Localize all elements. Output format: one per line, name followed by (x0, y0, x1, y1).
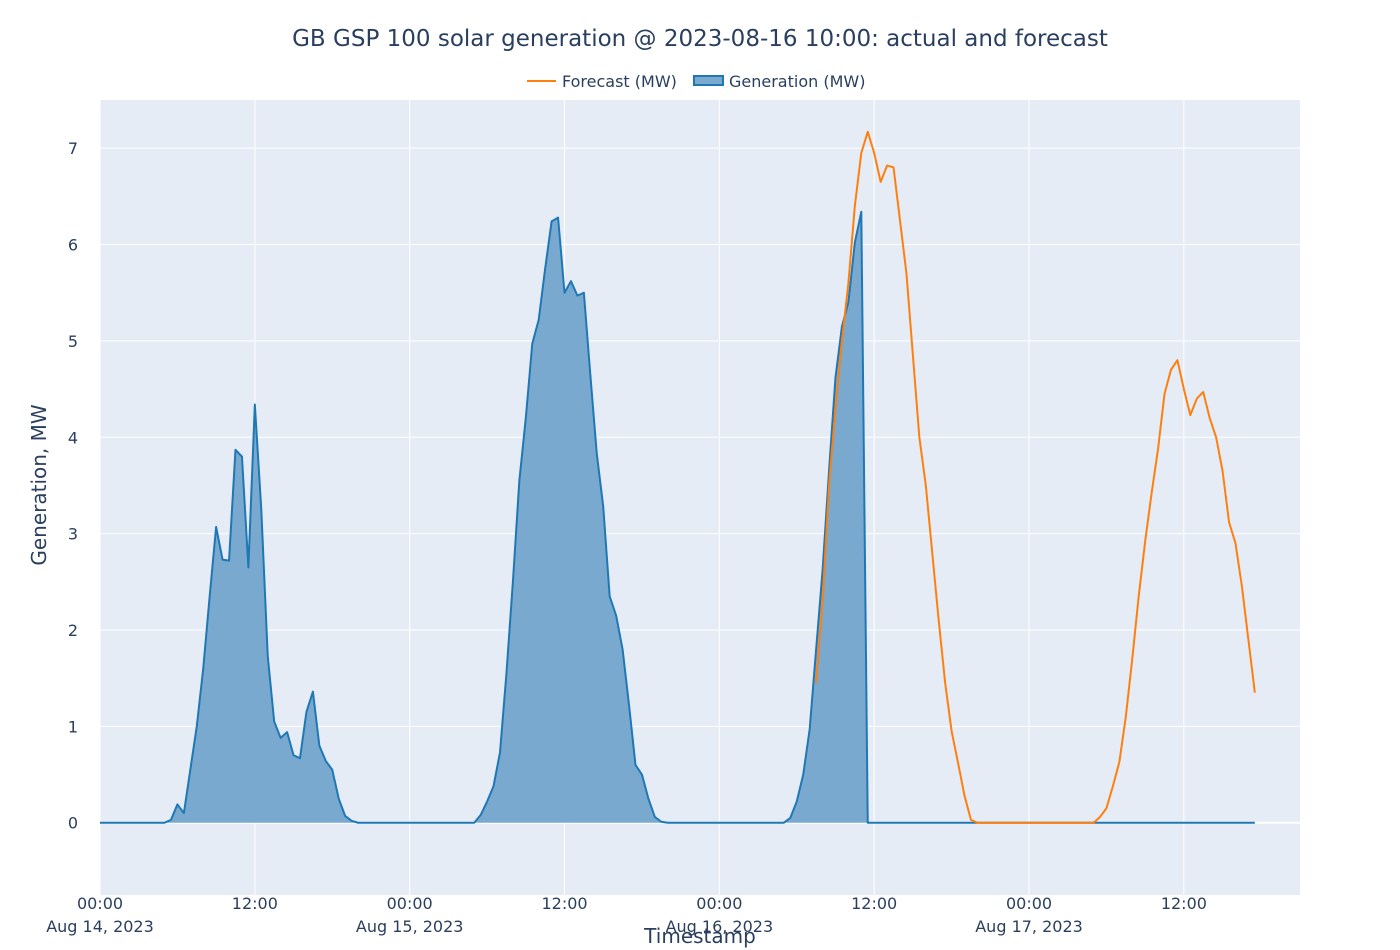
legend: Forecast (MW) Generation (MW) (527, 72, 865, 91)
legend-generation-label: Generation (MW) (729, 72, 865, 91)
x-tick-date-label: Aug 14, 2023 (46, 917, 154, 936)
y-axis-title: Generation, MW (27, 404, 51, 566)
x-tick-date-label: Aug 15, 2023 (356, 917, 464, 936)
y-tick-label: 1 (68, 717, 78, 736)
series-lines-layer (815, 130, 1256, 824)
forecast-series-line (815, 130, 1256, 824)
legend-generation-swatch (693, 75, 724, 86)
generation-area-fill (100, 211, 1255, 823)
y-tick-label: 3 (68, 525, 78, 544)
x-tick-time-label: 00:00 (77, 894, 123, 913)
y-tick-label: 7 (68, 139, 78, 158)
generation-series-line (100, 210, 1255, 824)
legend-item-generation[interactable]: Generation (MW) (693, 72, 865, 91)
x-tick-time-label: 12:00 (851, 894, 897, 913)
x-tick-time-label: 12:00 (541, 894, 587, 913)
x-tick-time-label: 00:00 (1006, 894, 1052, 913)
y-tick-label: 0 (68, 814, 78, 833)
x-tick-time-label: 12:00 (232, 894, 278, 913)
x-tick-time-label: 00:00 (387, 894, 433, 913)
y-axis-ticks: 0 1 2 3 4 5 6 7 (68, 139, 78, 833)
chart-title: GB GSP 100 solar generation @ 2023-08-16… (292, 26, 1108, 52)
legend-item-forecast[interactable]: Forecast (MW) (527, 72, 677, 91)
y-tick-label: 4 (68, 428, 78, 447)
y-tick-label: 2 (68, 621, 78, 640)
x-axis-ticks: 00:00 Aug 14, 2023 12:00 00:00 Aug 15, 2023 1… (46, 894, 1207, 936)
legend-forecast-label: Forecast (MW) (562, 72, 677, 91)
x-axis-title: Timestamp (643, 924, 756, 948)
x-tick-date-label: Aug 17, 2023 (975, 917, 1083, 936)
y-tick-label: 5 (68, 332, 78, 351)
x-tick-time-label: 00:00 (696, 894, 742, 913)
generation-area-layer (100, 210, 1255, 824)
y-tick-label: 6 (68, 236, 78, 255)
x-tick-time-label: 12:00 (1161, 894, 1207, 913)
x-tick-date-label: Aug 16, 2023 (666, 917, 774, 936)
